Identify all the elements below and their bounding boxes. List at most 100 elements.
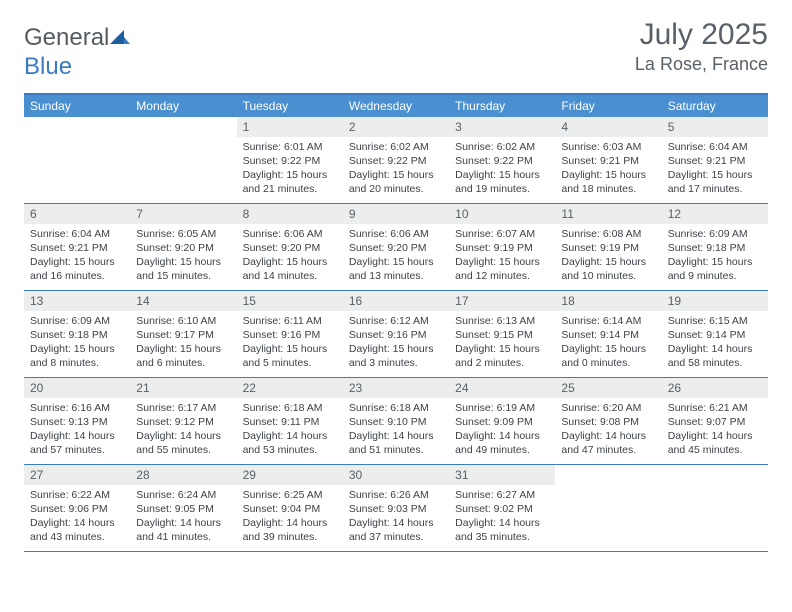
day-details: Sunrise: 6:04 AMSunset: 9:21 PMDaylight:… — [662, 137, 768, 203]
header: GeneralBlue July 2025 La Rose, France — [24, 18, 768, 81]
day-details: Sunrise: 6:07 AMSunset: 9:19 PMDaylight:… — [449, 224, 555, 290]
day-details: Sunrise: 6:18 AMSunset: 9:10 PMDaylight:… — [343, 398, 449, 464]
logo-text: GeneralBlue — [24, 24, 130, 81]
calendar: SundayMondayTuesdayWednesdayThursdayFrid… — [24, 93, 768, 552]
day-header-cell: Tuesday — [237, 95, 343, 117]
month-title: July 2025 — [635, 18, 768, 52]
empty-cell — [662, 465, 768, 551]
day-number: 13 — [24, 291, 130, 311]
day-number: 5 — [662, 117, 768, 137]
title-block: July 2025 La Rose, France — [635, 18, 768, 75]
day-number: 3 — [449, 117, 555, 137]
week-row: 20Sunrise: 6:16 AMSunset: 9:13 PMDayligh… — [24, 378, 768, 465]
day-cell: 2Sunrise: 6:02 AMSunset: 9:22 PMDaylight… — [343, 117, 449, 203]
day-cell: 29Sunrise: 6:25 AMSunset: 9:04 PMDayligh… — [237, 465, 343, 551]
day-cell: 20Sunrise: 6:16 AMSunset: 9:13 PMDayligh… — [24, 378, 130, 464]
day-cell: 14Sunrise: 6:10 AMSunset: 9:17 PMDayligh… — [130, 291, 236, 377]
day-number: 15 — [237, 291, 343, 311]
logo-part1: General — [24, 24, 109, 51]
empty-cell — [555, 465, 661, 551]
day-number: 21 — [130, 378, 236, 398]
day-details: Sunrise: 6:09 AMSunset: 9:18 PMDaylight:… — [662, 224, 768, 290]
day-details: Sunrise: 6:04 AMSunset: 9:21 PMDaylight:… — [24, 224, 130, 290]
day-header-cell: Sunday — [24, 95, 130, 117]
day-details: Sunrise: 6:01 AMSunset: 9:22 PMDaylight:… — [237, 137, 343, 203]
day-number: 27 — [24, 465, 130, 485]
day-number: 31 — [449, 465, 555, 485]
day-details: Sunrise: 6:10 AMSunset: 9:17 PMDaylight:… — [130, 311, 236, 377]
day-cell: 31Sunrise: 6:27 AMSunset: 9:02 PMDayligh… — [449, 465, 555, 551]
day-details: Sunrise: 6:02 AMSunset: 9:22 PMDaylight:… — [343, 137, 449, 203]
day-number: 10 — [449, 204, 555, 224]
day-cell: 6Sunrise: 6:04 AMSunset: 9:21 PMDaylight… — [24, 204, 130, 290]
location: La Rose, France — [635, 54, 768, 75]
day-details: Sunrise: 6:03 AMSunset: 9:21 PMDaylight:… — [555, 137, 661, 203]
day-cell: 1Sunrise: 6:01 AMSunset: 9:22 PMDaylight… — [237, 117, 343, 203]
day-details: Sunrise: 6:14 AMSunset: 9:14 PMDaylight:… — [555, 311, 661, 377]
day-details: Sunrise: 6:12 AMSunset: 9:16 PMDaylight:… — [343, 311, 449, 377]
day-number: 24 — [449, 378, 555, 398]
empty-cell — [24, 117, 130, 203]
logo-part2: Blue — [24, 53, 72, 80]
day-cell: 26Sunrise: 6:21 AMSunset: 9:07 PMDayligh… — [662, 378, 768, 464]
day-number: 7 — [130, 204, 236, 224]
day-cell: 30Sunrise: 6:26 AMSunset: 9:03 PMDayligh… — [343, 465, 449, 551]
day-details: Sunrise: 6:02 AMSunset: 9:22 PMDaylight:… — [449, 137, 555, 203]
day-number: 1 — [237, 117, 343, 137]
day-cell: 21Sunrise: 6:17 AMSunset: 9:12 PMDayligh… — [130, 378, 236, 464]
week-row: 13Sunrise: 6:09 AMSunset: 9:18 PMDayligh… — [24, 291, 768, 378]
day-header-cell: Friday — [555, 95, 661, 117]
day-number: 29 — [237, 465, 343, 485]
day-details: Sunrise: 6:13 AMSunset: 9:15 PMDaylight:… — [449, 311, 555, 377]
day-cell: 8Sunrise: 6:06 AMSunset: 9:20 PMDaylight… — [237, 204, 343, 290]
day-number: 28 — [130, 465, 236, 485]
day-cell: 13Sunrise: 6:09 AMSunset: 9:18 PMDayligh… — [24, 291, 130, 377]
day-cell: 18Sunrise: 6:14 AMSunset: 9:14 PMDayligh… — [555, 291, 661, 377]
day-details: Sunrise: 6:27 AMSunset: 9:02 PMDaylight:… — [449, 485, 555, 551]
day-details: Sunrise: 6:08 AMSunset: 9:19 PMDaylight:… — [555, 224, 661, 290]
day-number: 20 — [24, 378, 130, 398]
day-number: 16 — [343, 291, 449, 311]
day-number: 30 — [343, 465, 449, 485]
day-header-row: SundayMondayTuesdayWednesdayThursdayFrid… — [24, 95, 768, 117]
logo: GeneralBlue — [24, 18, 130, 81]
week-row: 27Sunrise: 6:22 AMSunset: 9:06 PMDayligh… — [24, 465, 768, 552]
day-details: Sunrise: 6:26 AMSunset: 9:03 PMDaylight:… — [343, 485, 449, 551]
day-cell: 10Sunrise: 6:07 AMSunset: 9:19 PMDayligh… — [449, 204, 555, 290]
empty-cell — [130, 117, 236, 203]
day-cell: 12Sunrise: 6:09 AMSunset: 9:18 PMDayligh… — [662, 204, 768, 290]
day-details: Sunrise: 6:16 AMSunset: 9:13 PMDaylight:… — [24, 398, 130, 464]
day-details: Sunrise: 6:11 AMSunset: 9:16 PMDaylight:… — [237, 311, 343, 377]
week-row: 6Sunrise: 6:04 AMSunset: 9:21 PMDaylight… — [24, 204, 768, 291]
day-header-cell: Thursday — [449, 95, 555, 117]
day-cell: 16Sunrise: 6:12 AMSunset: 9:16 PMDayligh… — [343, 291, 449, 377]
day-details: Sunrise: 6:19 AMSunset: 9:09 PMDaylight:… — [449, 398, 555, 464]
day-number: 12 — [662, 204, 768, 224]
day-details: Sunrise: 6:24 AMSunset: 9:05 PMDaylight:… — [130, 485, 236, 551]
day-details: Sunrise: 6:21 AMSunset: 9:07 PMDaylight:… — [662, 398, 768, 464]
day-number: 19 — [662, 291, 768, 311]
day-cell: 4Sunrise: 6:03 AMSunset: 9:21 PMDaylight… — [555, 117, 661, 203]
week-row: 1Sunrise: 6:01 AMSunset: 9:22 PMDaylight… — [24, 117, 768, 204]
day-header-cell: Monday — [130, 95, 236, 117]
day-cell: 25Sunrise: 6:20 AMSunset: 9:08 PMDayligh… — [555, 378, 661, 464]
day-cell: 15Sunrise: 6:11 AMSunset: 9:16 PMDayligh… — [237, 291, 343, 377]
day-cell: 23Sunrise: 6:18 AMSunset: 9:10 PMDayligh… — [343, 378, 449, 464]
day-details: Sunrise: 6:18 AMSunset: 9:11 PMDaylight:… — [237, 398, 343, 464]
day-cell: 28Sunrise: 6:24 AMSunset: 9:05 PMDayligh… — [130, 465, 236, 551]
day-number: 8 — [237, 204, 343, 224]
day-number: 18 — [555, 291, 661, 311]
day-number: 9 — [343, 204, 449, 224]
day-cell: 19Sunrise: 6:15 AMSunset: 9:14 PMDayligh… — [662, 291, 768, 377]
day-cell: 7Sunrise: 6:05 AMSunset: 9:20 PMDaylight… — [130, 204, 236, 290]
day-number: 11 — [555, 204, 661, 224]
day-number: 4 — [555, 117, 661, 137]
day-cell: 22Sunrise: 6:18 AMSunset: 9:11 PMDayligh… — [237, 378, 343, 464]
day-details: Sunrise: 6:17 AMSunset: 9:12 PMDaylight:… — [130, 398, 236, 464]
day-details: Sunrise: 6:25 AMSunset: 9:04 PMDaylight:… — [237, 485, 343, 551]
day-details: Sunrise: 6:09 AMSunset: 9:18 PMDaylight:… — [24, 311, 130, 377]
day-number: 17 — [449, 291, 555, 311]
day-number: 6 — [24, 204, 130, 224]
day-details: Sunrise: 6:05 AMSunset: 9:20 PMDaylight:… — [130, 224, 236, 290]
day-details: Sunrise: 6:06 AMSunset: 9:20 PMDaylight:… — [237, 224, 343, 290]
